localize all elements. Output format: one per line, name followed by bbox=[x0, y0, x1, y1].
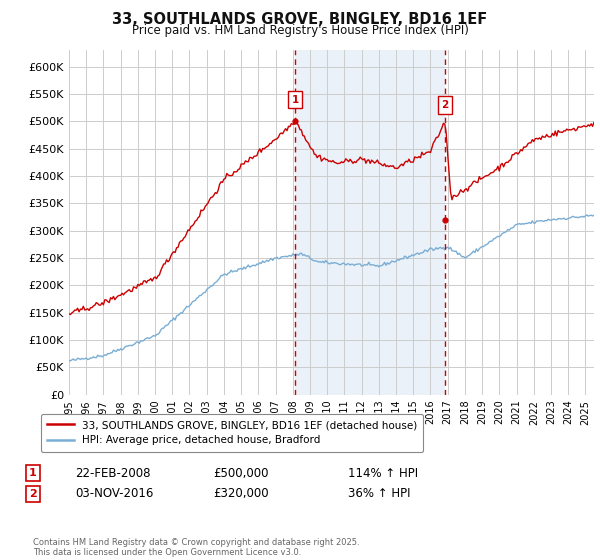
Text: 22-FEB-2008: 22-FEB-2008 bbox=[75, 466, 151, 480]
Text: 33, SOUTHLANDS GROVE, BINGLEY, BD16 1EF: 33, SOUTHLANDS GROVE, BINGLEY, BD16 1EF bbox=[112, 12, 488, 27]
Bar bbox=[295, 50, 445, 395]
Text: 2: 2 bbox=[29, 489, 37, 499]
Text: 114% ↑ HPI: 114% ↑ HPI bbox=[348, 466, 418, 480]
Text: Contains HM Land Registry data © Crown copyright and database right 2025.
This d: Contains HM Land Registry data © Crown c… bbox=[33, 538, 359, 557]
Text: 1: 1 bbox=[292, 95, 299, 105]
Text: 36% ↑ HPI: 36% ↑ HPI bbox=[348, 487, 410, 501]
Text: 03-NOV-2016: 03-NOV-2016 bbox=[75, 487, 154, 501]
Legend: 33, SOUTHLANDS GROVE, BINGLEY, BD16 1EF (detached house), HPI: Average price, de: 33, SOUTHLANDS GROVE, BINGLEY, BD16 1EF … bbox=[41, 414, 424, 452]
Text: £500,000: £500,000 bbox=[213, 466, 269, 480]
Text: Price paid vs. HM Land Registry's House Price Index (HPI): Price paid vs. HM Land Registry's House … bbox=[131, 24, 469, 36]
Text: 1: 1 bbox=[29, 468, 37, 478]
Text: 2: 2 bbox=[442, 100, 449, 110]
Text: £320,000: £320,000 bbox=[213, 487, 269, 501]
